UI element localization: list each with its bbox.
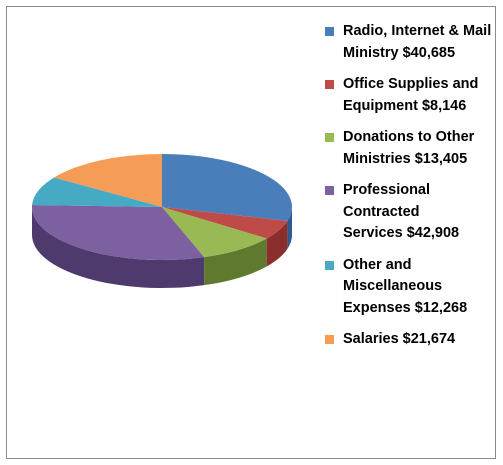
legend-item: Donations to Other Ministries $13,405 <box>323 127 501 170</box>
legend-item: Salaries $21,674 <box>323 329 501 351</box>
legend: Radio, Internet & Mail Ministry $40,685 O… <box>323 21 501 361</box>
legend-item: Other and Miscellaneous Expenses $12,268 <box>323 255 501 320</box>
legend-label: Donations to Other Ministries $13,405 <box>343 129 475 167</box>
legend-item: Office Supplies and Equipment $8,146 <box>323 74 501 117</box>
pie-slice-side <box>32 207 205 289</box>
legend-label: Other and Miscellaneous Expenses $12,268 <box>343 256 468 316</box>
legend-label: Salaries $21,674 <box>343 331 456 347</box>
legend-swatch <box>325 80 334 89</box>
pie-slice <box>162 207 288 239</box>
chart-frame: Radio, Internet & Mail Ministry $40,685 O… <box>6 6 496 459</box>
pie-slice-side <box>204 238 267 286</box>
legend-item: Radio, Internet & Mail Ministry $40,685 <box>323 21 501 64</box>
legend-item: Professional Contracted Services $42,908 <box>323 180 501 245</box>
legend-label: Radio, Internet & Mail Ministry $40,685 <box>343 23 492 61</box>
legend-swatch <box>325 186 334 195</box>
pie-chart <box>31 154 293 289</box>
legend-swatch <box>325 335 334 344</box>
pie-slice <box>162 207 267 258</box>
legend-label: Professional Contracted Services $42,908 <box>343 182 460 241</box>
pie-side-walls <box>32 207 292 289</box>
pie-slice <box>54 154 162 207</box>
pie-slice-side <box>287 207 292 249</box>
legend-swatch <box>325 133 334 142</box>
legend-label: Office Supplies and Equipment $8,146 <box>343 76 479 114</box>
pie-slice <box>162 154 293 221</box>
pie-slice-side <box>266 220 288 267</box>
pie-slice <box>32 177 162 207</box>
pie-top-faces <box>31 154 293 260</box>
legend-swatch <box>325 260 334 270</box>
pie-slice <box>31 205 205 260</box>
legend-swatch <box>325 27 334 36</box>
